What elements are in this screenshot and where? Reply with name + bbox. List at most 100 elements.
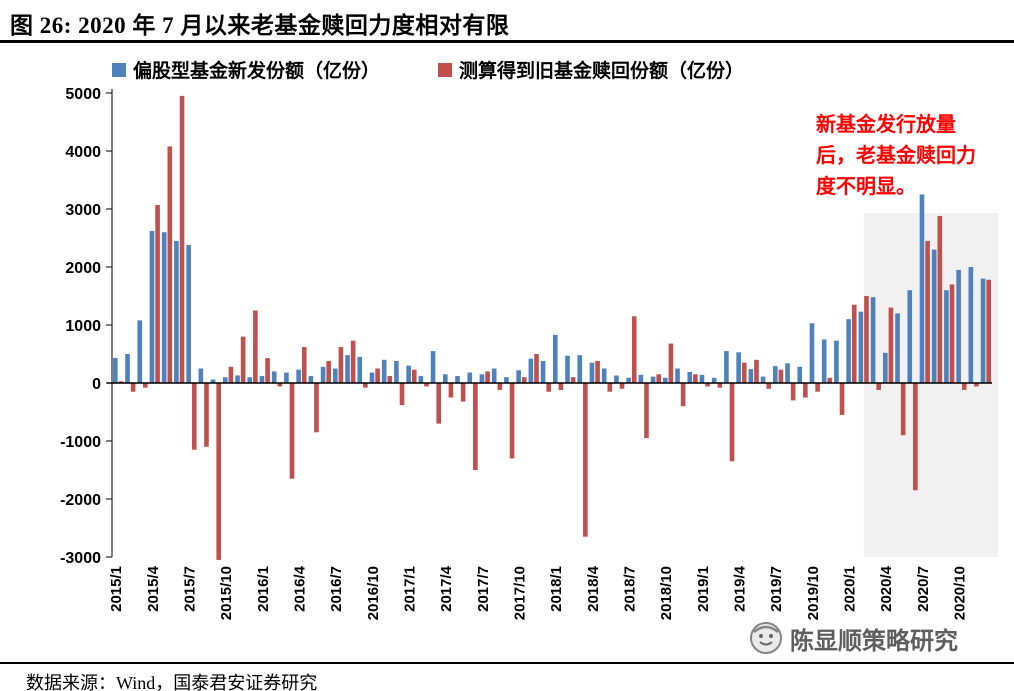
bar-new-issuance — [296, 369, 301, 383]
bar-redemption — [216, 383, 221, 560]
bar-redemption — [803, 383, 808, 398]
bar-new-issuance — [968, 267, 974, 383]
bar-new-issuance — [687, 371, 693, 383]
x-tick-label: 2017/4 — [438, 565, 455, 612]
bar-redemption — [741, 362, 747, 383]
bar-redemption — [314, 383, 319, 433]
bar-new-issuance — [333, 368, 338, 383]
bar-new-issuance — [320, 366, 326, 383]
bar-new-issuance — [271, 371, 277, 383]
bar-new-issuance — [247, 377, 253, 383]
y-tick-label: 1000 — [65, 318, 101, 335]
bar-redemption — [778, 369, 784, 383]
y-tick-label: 4000 — [65, 144, 101, 161]
bar-redemption — [448, 383, 454, 398]
bar-redemption — [949, 284, 955, 383]
bar-new-issuance — [565, 355, 570, 383]
bar-redemption — [851, 304, 857, 383]
bar-new-issuance — [491, 368, 497, 383]
bar-new-issuance — [174, 240, 179, 383]
bar-redemption — [240, 336, 246, 383]
x-tick-label: 2015/1 — [108, 566, 125, 612]
x-tick-label: 2019/1 — [695, 566, 712, 612]
x-tick-label: 2015/7 — [182, 566, 199, 612]
x-tick-label: 2015/10 — [218, 566, 235, 620]
bar-new-issuance — [931, 249, 937, 383]
bar-new-issuance — [821, 339, 827, 383]
bar-redemption — [265, 358, 270, 383]
bar-new-issuance — [626, 377, 631, 383]
bar-new-issuance — [834, 340, 839, 383]
bar-redemption — [118, 381, 124, 383]
bar-redemption — [399, 383, 405, 406]
legend-item-new-issuance: 偏股型基金新发份额（亿份） — [112, 56, 380, 83]
bar-redemption — [595, 360, 600, 383]
title-divider — [0, 40, 1014, 43]
bar-redemption — [301, 347, 307, 383]
bar-new-issuance — [736, 352, 741, 383]
x-tick-label: 2018/1 — [548, 566, 565, 612]
bar-new-issuance — [259, 376, 265, 383]
bar-new-issuance — [956, 269, 961, 383]
x-tick-label: 2016/7 — [328, 566, 345, 612]
bar-new-issuance — [223, 377, 228, 383]
legend-label: 测算得到旧基金赎回份额（亿份） — [459, 61, 745, 82]
x-tick-label: 2018/4 — [585, 565, 602, 612]
bar-new-issuance — [455, 376, 460, 383]
chart-canvas: -3000 -2000 -1000 0 1000 2000 3000 4000 5000 2015… — [60, 86, 998, 620]
bar-redemption — [937, 215, 943, 383]
bar-redemption — [436, 383, 441, 424]
bar-redemption — [155, 204, 160, 383]
bar-redemption — [387, 376, 393, 383]
bar-redemption — [644, 383, 649, 439]
bar-new-issuance — [381, 359, 387, 383]
bar-new-issuance — [504, 377, 509, 383]
x-tick-label: 2019/10 — [805, 566, 822, 620]
x-tick-label: 2016/10 — [365, 566, 382, 620]
bar-redemption — [656, 374, 661, 383]
bar-redemption — [289, 383, 295, 479]
bar-redemption — [839, 383, 845, 415]
bar-new-issuance — [357, 356, 363, 383]
x-tick-label: 2017/10 — [512, 566, 529, 620]
bar-new-issuance — [479, 374, 485, 383]
bar-new-issuance — [467, 372, 473, 383]
bar-redemption — [766, 383, 771, 389]
bar-redemption — [900, 383, 906, 436]
bar-new-issuance — [650, 376, 656, 383]
bar-redemption — [717, 383, 723, 388]
bar-new-issuance — [601, 368, 607, 383]
bar-new-issuance — [516, 370, 521, 383]
x-tick-label: 2020/10 — [952, 566, 969, 620]
watermark-text: 陈显顺策略研究 — [790, 627, 958, 655]
bar-new-issuance — [870, 297, 876, 383]
bar-redemption — [888, 307, 894, 383]
bar-redemption — [546, 383, 551, 392]
bar-redemption — [228, 366, 234, 383]
bar-new-issuance — [846, 319, 851, 383]
chart-legend: 偏股型基金新发份额（亿份） 测算得到旧基金赎回份额（亿份） — [112, 56, 744, 83]
bar-redemption — [729, 383, 735, 462]
bar-new-issuance — [540, 360, 546, 383]
bar-redemption — [827, 377, 833, 383]
bar-new-issuance — [345, 355, 350, 383]
bar-new-issuance — [797, 366, 803, 383]
bar-new-issuance — [528, 358, 534, 383]
watermark: 陈显顺策略研究 — [748, 620, 958, 656]
bar-redemption — [534, 354, 539, 383]
bar-new-issuance — [161, 232, 167, 383]
bar-new-issuance — [577, 355, 583, 383]
legend-swatch-red — [438, 62, 453, 77]
bar-redemption — [350, 340, 356, 383]
y-tick-label: -2000 — [60, 492, 101, 509]
bar-new-issuance — [430, 351, 436, 383]
bar-redemption — [509, 383, 515, 459]
bar-redemption — [754, 359, 759, 383]
x-tick-label: 2016/4 — [292, 565, 309, 612]
bar-redemption — [913, 383, 918, 491]
bar-redemption — [338, 347, 344, 383]
bar-redemption — [864, 296, 869, 383]
bar-new-issuance — [883, 352, 888, 383]
bar-redemption — [363, 383, 368, 388]
